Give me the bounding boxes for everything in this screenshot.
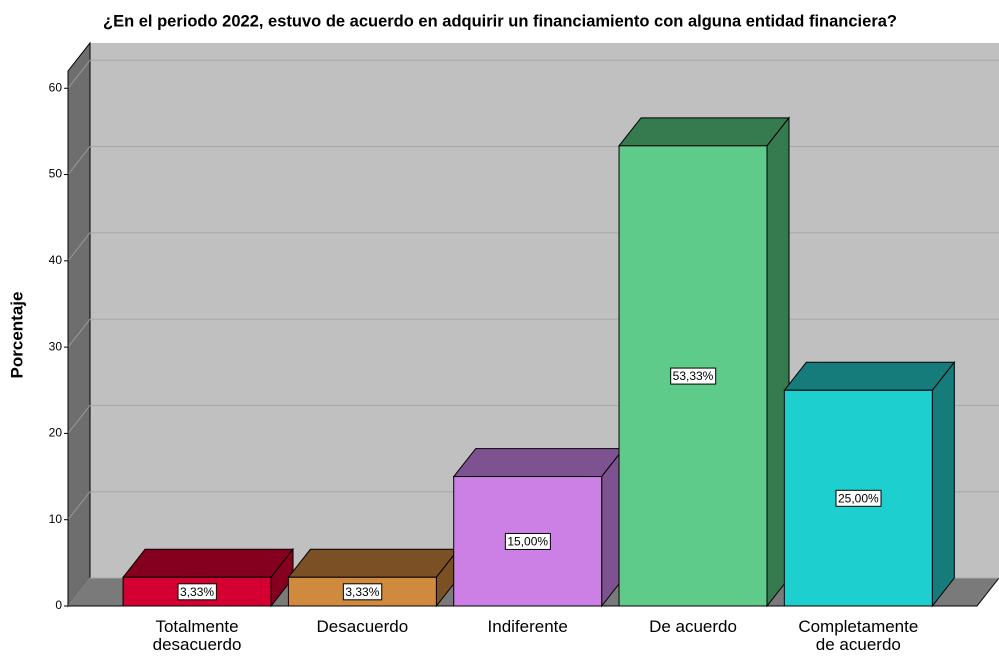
value-label: 15,00% bbox=[507, 534, 548, 548]
grid-line-side bbox=[67, 577, 91, 607]
bar bbox=[453, 476, 603, 607]
value-label-box bbox=[670, 367, 717, 385]
grid-line-side bbox=[67, 232, 91, 262]
chart-title: ¿En el periodo 2022, estuvo de acuerdo e… bbox=[103, 12, 897, 30]
y-tick-label: 20 bbox=[49, 426, 63, 440]
value-label-group: 3,33% bbox=[177, 583, 217, 601]
x-tick-label: Indiferente bbox=[487, 617, 568, 636]
value-label-box bbox=[342, 583, 383, 601]
x-tick-label: De acuerdo bbox=[649, 617, 737, 636]
y-tick-label: 40 bbox=[49, 253, 63, 267]
value-label: 53,33% bbox=[673, 369, 714, 383]
y-tick-label: 0 bbox=[55, 598, 62, 612]
bar-top bbox=[122, 548, 295, 578]
x-tick-label: Desacuerdo bbox=[316, 617, 409, 636]
grid-line-side bbox=[67, 405, 91, 434]
value-label-box bbox=[504, 532, 551, 550]
y-tick-label: 30 bbox=[49, 339, 63, 353]
x-tick-label: Completamente de acuerdo bbox=[798, 617, 919, 654]
value-label: 3,33% bbox=[345, 585, 379, 599]
bar-side bbox=[931, 360, 955, 608]
grid-line-side bbox=[67, 59, 91, 89]
value-label: 25,00% bbox=[838, 491, 879, 505]
y-tick-label: 10 bbox=[49, 512, 63, 526]
bar-top bbox=[287, 548, 460, 578]
bar-top bbox=[452, 448, 625, 478]
value-label-group: 3,33% bbox=[342, 583, 383, 601]
value-label-group: 15,00% bbox=[504, 532, 551, 550]
value-label-group: 25,00% bbox=[835, 489, 882, 507]
y-tick-label: 60 bbox=[49, 80, 63, 94]
grid-line-side bbox=[67, 491, 91, 521]
y-tick-label: 50 bbox=[49, 167, 63, 181]
y-axis-label: Porcentaje bbox=[7, 292, 26, 379]
grid-line-side bbox=[67, 318, 91, 348]
grid-line-side bbox=[67, 146, 91, 175]
left-wall bbox=[67, 41, 91, 608]
bar-top bbox=[618, 117, 791, 147]
value-label-group: 53,33% bbox=[670, 367, 717, 385]
bar-top bbox=[783, 361, 956, 391]
value-label-box bbox=[177, 583, 217, 601]
x-tick-label: Totalmente desacuerdo bbox=[152, 617, 242, 654]
value-label: 3,33% bbox=[180, 585, 214, 599]
value-label-box bbox=[835, 489, 882, 507]
